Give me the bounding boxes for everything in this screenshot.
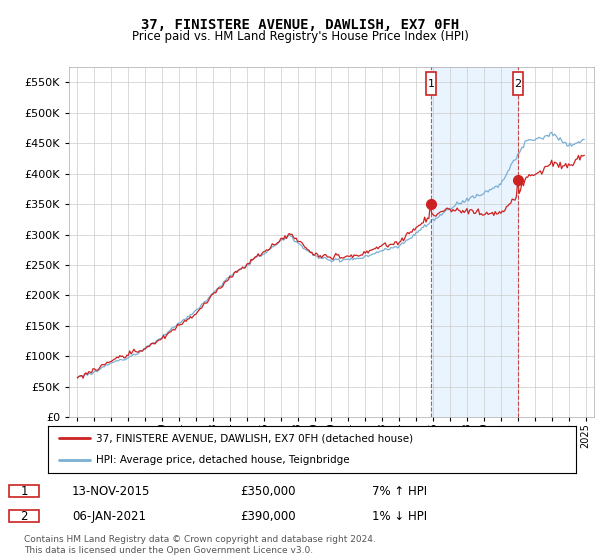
Text: 2: 2 <box>515 78 521 88</box>
Text: 2: 2 <box>20 510 28 523</box>
Text: Contains HM Land Registry data © Crown copyright and database right 2024.
This d: Contains HM Land Registry data © Crown c… <box>24 535 376 554</box>
Bar <box>431 67 518 417</box>
Text: 13-NOV-2015: 13-NOV-2015 <box>72 484 151 498</box>
FancyBboxPatch shape <box>9 511 39 522</box>
Text: 37, FINISTERE AVENUE, DAWLISH, EX7 0FH: 37, FINISTERE AVENUE, DAWLISH, EX7 0FH <box>141 18 459 32</box>
Text: HPI: Average price, detached house, Teignbridge: HPI: Average price, detached house, Teig… <box>95 455 349 465</box>
Text: 1% ↓ HPI: 1% ↓ HPI <box>372 510 427 523</box>
Text: 7% ↑ HPI: 7% ↑ HPI <box>372 484 427 498</box>
FancyBboxPatch shape <box>9 485 39 497</box>
FancyBboxPatch shape <box>513 72 523 95</box>
Text: 1: 1 <box>427 78 434 88</box>
Text: 1: 1 <box>20 484 28 498</box>
Text: £390,000: £390,000 <box>240 510 296 523</box>
Text: £350,000: £350,000 <box>240 484 296 498</box>
FancyBboxPatch shape <box>426 72 436 95</box>
Text: Price paid vs. HM Land Registry's House Price Index (HPI): Price paid vs. HM Land Registry's House … <box>131 30 469 43</box>
Text: 06-JAN-2021: 06-JAN-2021 <box>72 510 146 523</box>
Text: 37, FINISTERE AVENUE, DAWLISH, EX7 0FH (detached house): 37, FINISTERE AVENUE, DAWLISH, EX7 0FH (… <box>95 433 413 444</box>
